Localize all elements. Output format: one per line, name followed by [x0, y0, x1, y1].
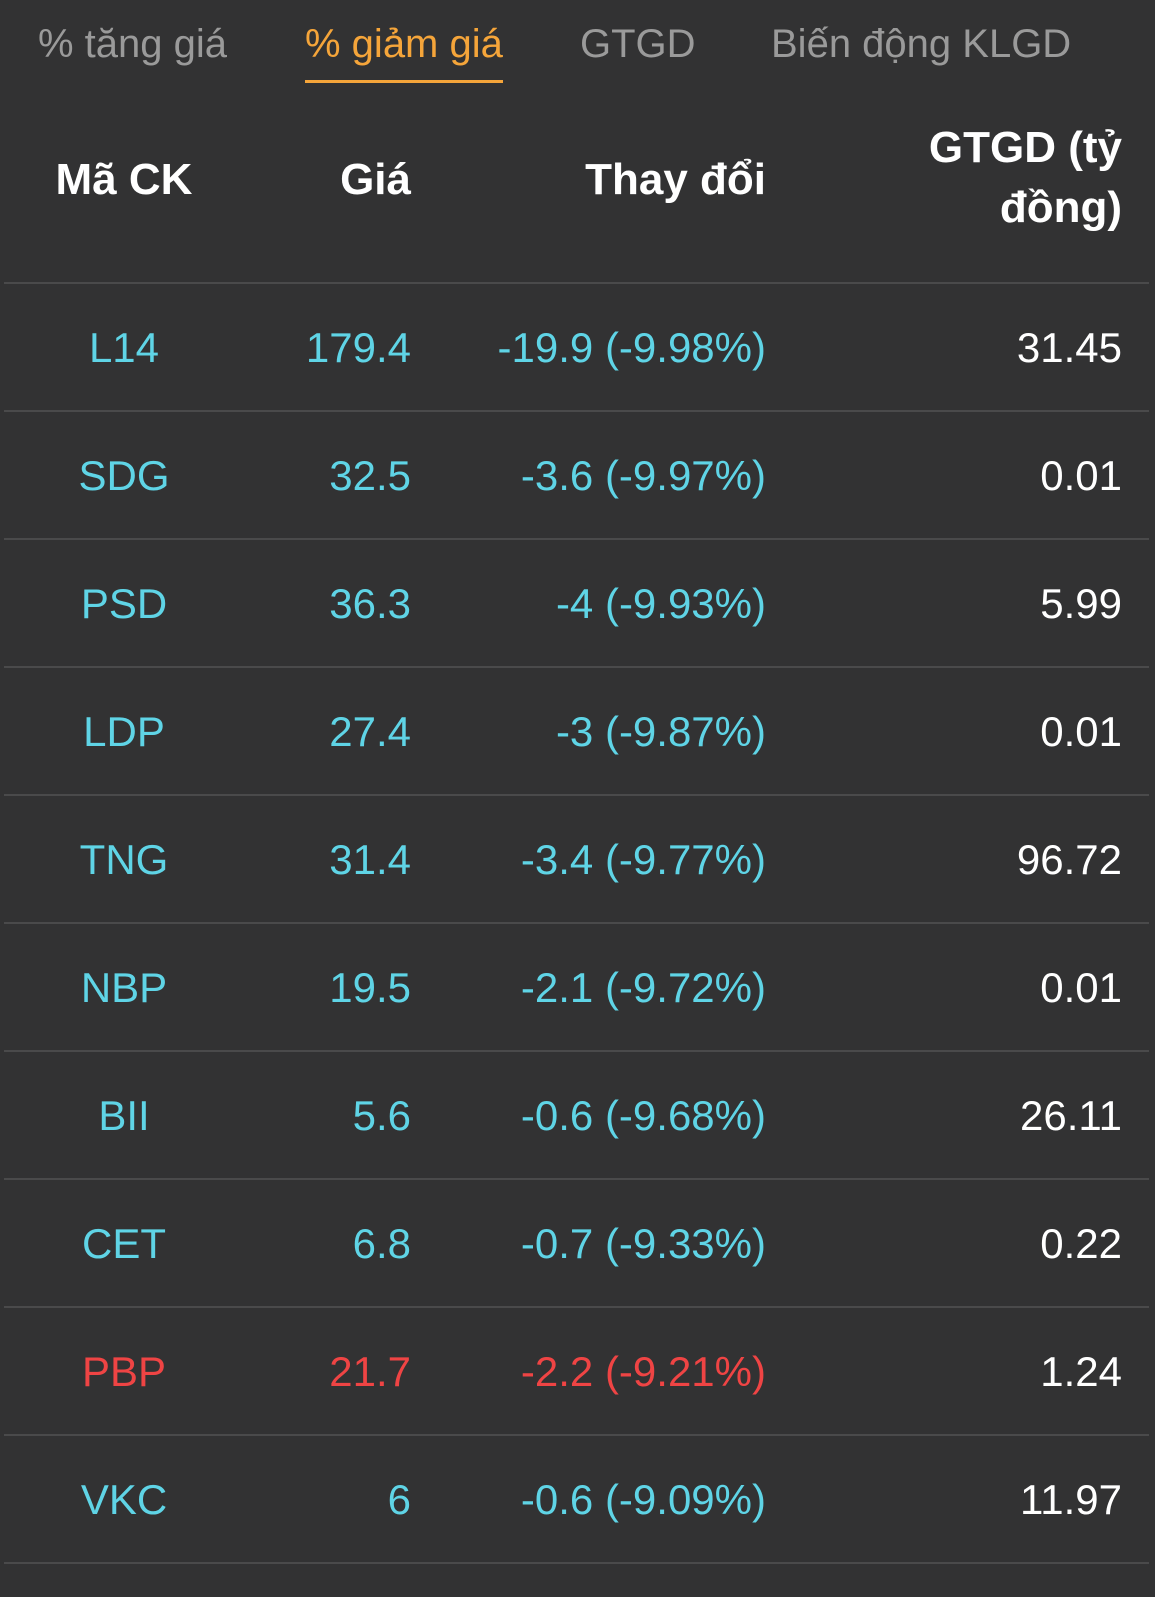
stock-change: -3 (-9.87%) — [555, 708, 766, 755]
stock-table-body: L14 179.4 -19.9 (-9.98%) 31.45 SDG 32.5 -3.6 (… — [4, 284, 1149, 1564]
stock-code[interactable]: PSD — [80, 580, 168, 627]
stock-code[interactable]: CET — [82, 1220, 166, 1267]
stock-change: -3.6 (-9.97%) — [520, 452, 766, 499]
table-row[interactable]: CET 6.8 -0.7 (-9.33%) 0.22 — [4, 1180, 1149, 1308]
stock-trading-value: 26.11 — [1020, 1092, 1122, 1139]
table-row[interactable]: BII 5.6 -0.6 (-9.68%) 26.11 — [4, 1052, 1149, 1180]
stock-change: -0.7 (-9.33%) — [520, 1220, 766, 1267]
stock-price: 36.3 — [329, 580, 411, 627]
stock-trading-value: 5.99 — [1040, 580, 1122, 627]
stock-price: 6 — [387, 1476, 411, 1523]
table-header: Mã CK Giá Thay đổi GTGD (tỷ đồng) — [4, 100, 1149, 284]
stock-price: 21.7 — [329, 1348, 411, 1395]
stock-trading-value: 31.45 — [1016, 324, 1122, 371]
table-row[interactable]: PBP 21.7 -2.2 (-9.21%) 1.24 — [4, 1308, 1149, 1436]
column-header-code[interactable]: Mã CK — [55, 155, 193, 204]
stock-trading-value: 1.24 — [1040, 1348, 1122, 1395]
stock-price: 27.4 — [329, 708, 411, 755]
stock-change: -0.6 (-9.09%) — [520, 1476, 766, 1523]
stock-trading-value: 96.72 — [1016, 836, 1122, 883]
stock-change: -2.2 (-9.21%) — [520, 1348, 766, 1395]
table-row[interactable]: L14 179.4 -19.9 (-9.98%) 31.45 — [4, 284, 1149, 412]
tab-volume-change[interactable]: Biến động KLGD — [771, 22, 1072, 66]
stock-code[interactable]: NBP — [80, 964, 168, 1011]
stock-price: 5.6 — [352, 1092, 411, 1139]
stock-code[interactable]: LDP — [83, 708, 165, 755]
tab-price-gainers[interactable]: % tăng giá — [38, 22, 228, 66]
stock-price: 31.4 — [329, 836, 411, 883]
table-row[interactable]: PSD 36.3 -4 (-9.93%) 5.99 — [4, 540, 1149, 668]
stock-price: 179.4 — [305, 324, 411, 371]
stock-code[interactable]: BII — [98, 1092, 150, 1139]
tab-price-losers[interactable]: % giảm giá — [305, 22, 503, 83]
column-header-value[interactable]: GTGD (tỷ đồng) — [928, 123, 1122, 232]
stock-change: -0.6 (-9.68%) — [520, 1092, 766, 1139]
tab-trading-value[interactable]: GTGD — [580, 22, 696, 66]
table-row[interactable]: SDG 32.5 -3.6 (-9.97%) 0.01 — [4, 412, 1149, 540]
stock-code[interactable]: PBP — [81, 1348, 167, 1395]
stock-trading-value: 0.01 — [1040, 452, 1122, 499]
stock-code[interactable]: TNG — [79, 836, 169, 883]
table-row[interactable]: NBP 19.5 -2.1 (-9.72%) 0.01 — [4, 924, 1149, 1052]
stock-price: 32.5 — [329, 452, 411, 499]
stock-change: -4 (-9.93%) — [555, 580, 766, 627]
tab-bar: % tăng giá % giảm giá GTGD Biến động KLG… — [0, 0, 1155, 100]
stock-change: -19.9 (-9.98%) — [497, 324, 766, 371]
stock-code[interactable]: SDG — [78, 452, 170, 499]
stock-code[interactable]: L14 — [88, 324, 160, 371]
table-row[interactable]: VKC 6 -0.6 (-9.09%) 11.97 — [4, 1436, 1149, 1564]
stock-change: -3.4 (-9.77%) — [520, 836, 766, 883]
column-header-change[interactable]: Thay đổi — [585, 155, 766, 204]
stock-price: 6.8 — [352, 1220, 411, 1267]
stock-trading-value: 0.01 — [1040, 964, 1122, 1011]
table-row[interactable]: TNG 31.4 -3.4 (-9.77%) 96.72 — [4, 796, 1149, 924]
column-header-price[interactable]: Giá — [340, 155, 411, 204]
stock-trading-value: 0.01 — [1040, 708, 1122, 755]
stock-trading-value: 11.97 — [1020, 1476, 1122, 1523]
stock-trading-value: 0.22 — [1040, 1220, 1122, 1267]
stock-change: -2.1 (-9.72%) — [520, 964, 766, 1011]
stock-price: 19.5 — [329, 964, 411, 1011]
table-row[interactable]: LDP 27.4 -3 (-9.87%) 0.01 — [4, 668, 1149, 796]
stock-code[interactable]: VKC — [80, 1476, 168, 1523]
